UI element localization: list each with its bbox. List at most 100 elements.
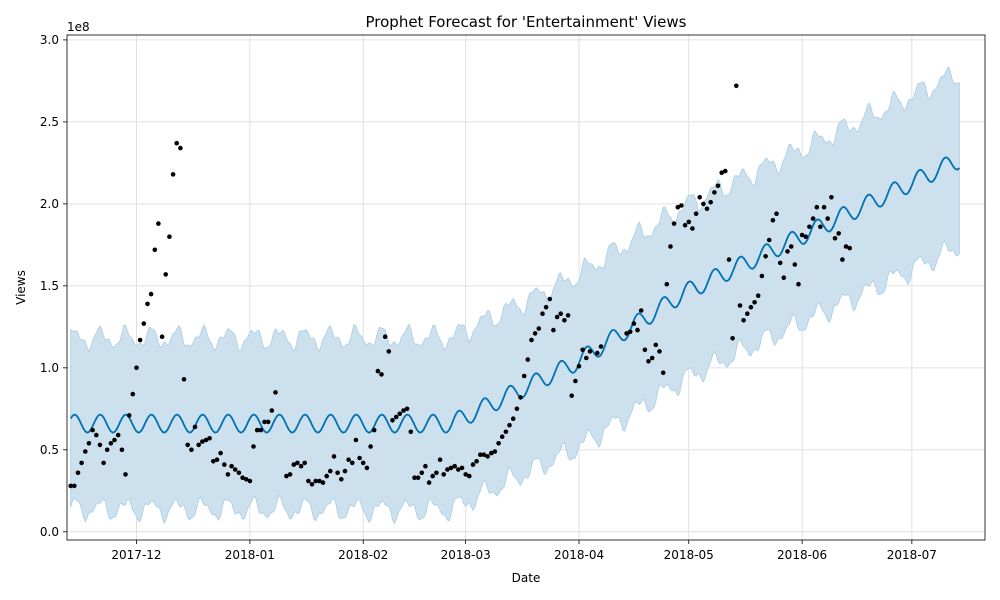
data-point xyxy=(412,475,417,481)
data-point xyxy=(364,465,370,471)
data-point xyxy=(536,326,542,331)
data-point xyxy=(148,291,154,297)
data-point xyxy=(339,477,344,482)
data-point xyxy=(163,272,168,277)
data-point xyxy=(595,350,600,356)
data-point xyxy=(459,465,465,471)
data-point xyxy=(269,408,275,413)
data-point xyxy=(521,373,527,379)
observed-points xyxy=(68,83,852,489)
data-point xyxy=(357,455,362,461)
data-point xyxy=(766,237,772,243)
data-point xyxy=(679,203,684,208)
data-point xyxy=(265,419,271,425)
data-point xyxy=(470,462,476,467)
data-point xyxy=(181,377,187,382)
uncertainty-band xyxy=(70,65,960,525)
data-point xyxy=(243,477,249,482)
data-point xyxy=(419,470,425,476)
data-point xyxy=(251,444,256,449)
data-point xyxy=(576,363,582,369)
data-point xyxy=(94,432,99,438)
data-point xyxy=(712,190,717,195)
data-point xyxy=(741,318,746,323)
data-point xyxy=(108,441,114,446)
data-point xyxy=(518,395,523,400)
data-point xyxy=(123,472,128,477)
data-point xyxy=(715,183,721,189)
data-point xyxy=(752,300,757,305)
data-point xyxy=(792,262,798,267)
data-point xyxy=(254,427,260,433)
data-point xyxy=(481,452,487,458)
data-point xyxy=(452,463,458,469)
data-point xyxy=(810,216,816,221)
data-point xyxy=(463,472,469,477)
data-point xyxy=(529,337,534,343)
data-point xyxy=(309,482,315,487)
data-point xyxy=(72,483,77,489)
data-point xyxy=(759,273,765,279)
data-point xyxy=(313,478,319,484)
data-point xyxy=(693,211,699,216)
axis-ticks: 2017-12 2018-01 2018-02 2018-03 2018-04 2018-… xyxy=(40,33,937,562)
data-point xyxy=(207,436,212,441)
data-point xyxy=(796,281,801,287)
data-point xyxy=(745,311,750,317)
data-point xyxy=(781,275,787,281)
x-axis-label: Date xyxy=(512,571,541,585)
data-point xyxy=(284,473,289,479)
data-point xyxy=(503,429,509,435)
data-point xyxy=(638,308,644,313)
data-point xyxy=(485,454,490,459)
data-point xyxy=(287,472,293,477)
data-point xyxy=(726,257,732,262)
data-point xyxy=(189,447,194,453)
data-point xyxy=(218,450,223,456)
data-point xyxy=(704,206,710,212)
x-tick-label: 2018-07 xyxy=(887,548,937,562)
data-point xyxy=(104,447,110,453)
data-point xyxy=(818,224,823,230)
data-point xyxy=(584,355,589,361)
data-point xyxy=(247,478,253,484)
data-point xyxy=(397,411,403,417)
data-point xyxy=(137,337,143,343)
data-point xyxy=(386,349,392,354)
x-tick-label: 2017-12 xyxy=(111,548,161,562)
data-point xyxy=(840,257,845,262)
y-axis-offset-text: 1e8 xyxy=(67,20,90,34)
data-point xyxy=(671,221,677,226)
data-point xyxy=(331,454,337,459)
data-point xyxy=(273,390,278,395)
data-point xyxy=(562,318,567,323)
x-tick-label: 2018-04 xyxy=(554,548,604,562)
data-point xyxy=(660,370,666,376)
data-point xyxy=(580,347,585,353)
data-point xyxy=(668,244,673,249)
data-point xyxy=(134,365,139,371)
data-point xyxy=(649,355,655,361)
data-point xyxy=(170,172,176,177)
data-point xyxy=(719,170,724,175)
data-point xyxy=(730,336,735,341)
data-point xyxy=(467,473,472,479)
data-point xyxy=(126,413,132,418)
data-point xyxy=(829,195,834,200)
data-point xyxy=(624,331,629,336)
data-point xyxy=(489,450,494,456)
x-tick-label: 2018-03 xyxy=(441,548,491,562)
y-tick-label: 1.5 xyxy=(40,279,59,293)
data-point xyxy=(627,329,633,335)
data-point xyxy=(335,470,340,476)
data-point xyxy=(777,260,783,266)
data-point xyxy=(382,334,388,340)
data-point xyxy=(379,372,384,377)
data-point xyxy=(404,406,410,412)
data-point xyxy=(426,480,432,485)
data-point xyxy=(302,460,308,466)
data-point xyxy=(701,201,706,207)
data-point xyxy=(843,244,849,249)
data-point xyxy=(558,311,563,317)
